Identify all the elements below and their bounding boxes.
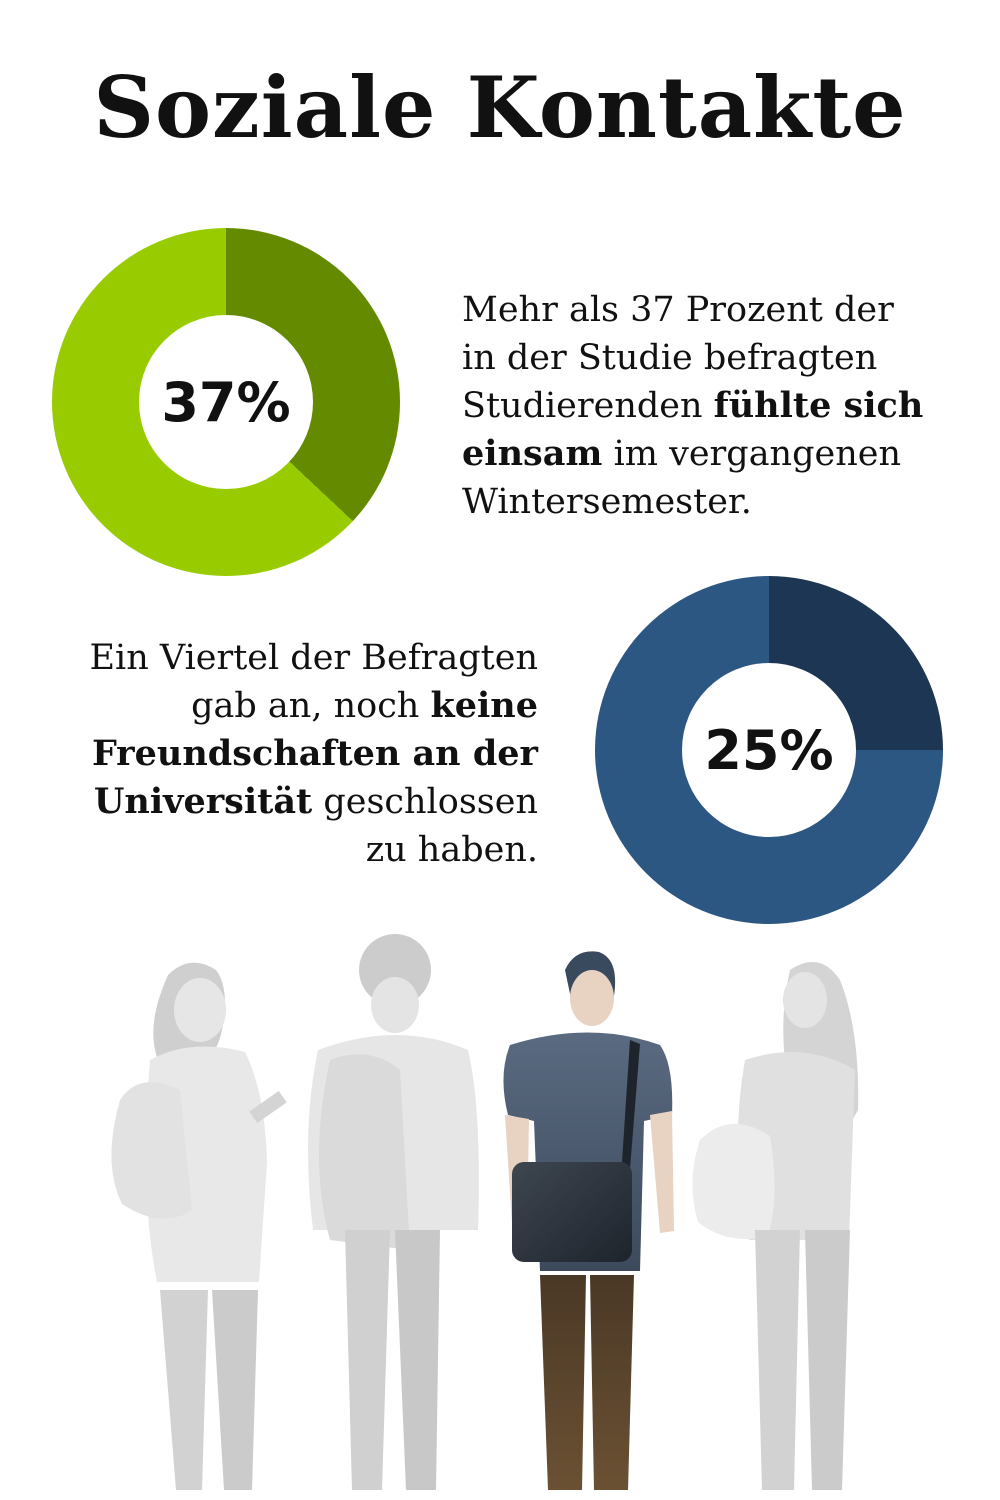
text-line: geschlossen	[312, 782, 538, 822]
donut-hole: 25%	[682, 663, 856, 837]
text-line: gab an, noch	[191, 686, 431, 726]
donut-hole: 37%	[139, 315, 313, 489]
text-emphasis: Freundschaften an der	[91, 733, 538, 774]
student-right-figure	[692, 962, 859, 1490]
text-line: in der Studie befragten	[462, 338, 878, 378]
donut-chart-friendships: 25%	[595, 576, 943, 924]
text-line: Wintersemester.	[462, 482, 752, 522]
text-emphasis: fühlte sich	[713, 385, 924, 426]
text-emphasis: einsam	[462, 433, 603, 474]
lonely-description: Mehr als 37 Prozent der in der Studie be…	[462, 286, 932, 526]
donut-percent-label: 25%	[704, 718, 834, 782]
donut-chart-lonely: 37%	[52, 228, 400, 576]
text-line: Ein Viertel der Befragten	[89, 638, 539, 678]
page-title: Soziale Kontakte	[93, 58, 907, 157]
text-line: im vergangenen	[602, 434, 902, 474]
text-line: Studierenden	[462, 386, 714, 426]
student-curly-figure	[308, 934, 479, 1490]
text-line: zu haben.	[365, 830, 538, 870]
student-left-figure	[111, 962, 287, 1490]
text-line: Mehr als 37 Prozent der	[462, 290, 894, 330]
friendship-description: Ein Viertel der Befragten gab an, noch k…	[80, 634, 539, 874]
donut-percent-label: 37%	[161, 370, 291, 434]
text-emphasis: keine	[430, 685, 538, 726]
student-highlighted-figure	[503, 951, 674, 1490]
text-emphasis: Universität	[93, 781, 313, 822]
students-illustration	[111, 934, 859, 1490]
